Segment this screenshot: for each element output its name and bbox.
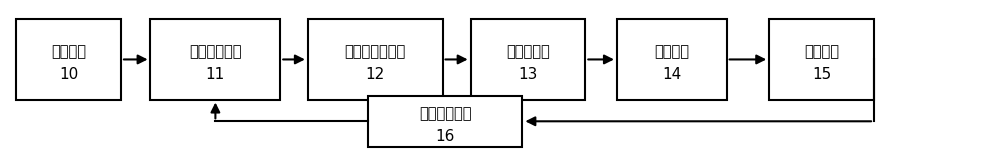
Bar xyxy=(617,19,727,100)
Bar xyxy=(471,19,585,100)
Text: 10: 10 xyxy=(59,67,78,82)
Bar xyxy=(308,19,443,100)
Bar xyxy=(16,19,121,100)
Text: 15: 15 xyxy=(812,67,831,82)
Text: 11: 11 xyxy=(206,67,225,82)
Text: 位置检测装置: 位置检测装置 xyxy=(419,106,471,121)
Text: 电液比例放大器: 电液比例放大器 xyxy=(345,44,406,59)
Text: 14: 14 xyxy=(662,67,681,82)
Bar xyxy=(368,96,522,147)
Text: 执行机构: 执行机构 xyxy=(804,44,839,59)
Text: 操作终端: 操作终端 xyxy=(51,44,86,59)
Text: 可编程控制器: 可编程控制器 xyxy=(189,44,242,59)
Bar xyxy=(150,19,280,100)
Text: 液压马达: 液压马达 xyxy=(654,44,689,59)
Text: 16: 16 xyxy=(435,129,455,144)
Bar xyxy=(769,19,874,100)
Text: 13: 13 xyxy=(518,67,538,82)
Text: 电液比例阀: 电液比例阀 xyxy=(506,44,550,59)
Text: 12: 12 xyxy=(366,67,385,82)
